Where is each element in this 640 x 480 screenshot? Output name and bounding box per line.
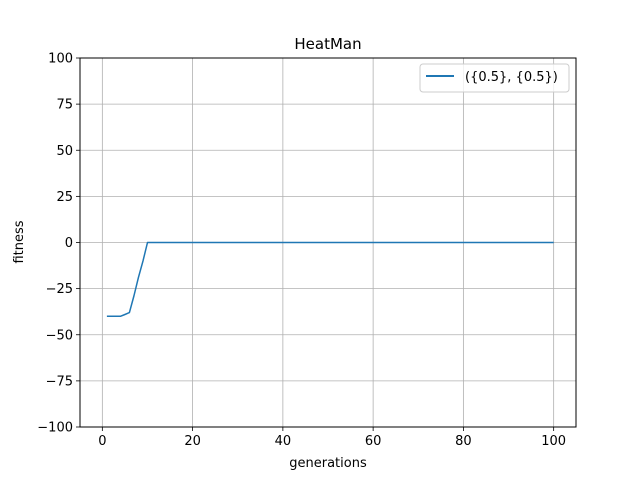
legend-box xyxy=(419,63,570,93)
x-tick-label: 100 xyxy=(541,434,566,449)
x-axis-ticks: 0 20 40 60 80 100 xyxy=(98,427,566,449)
x-tick-label: 20 xyxy=(184,434,201,449)
y-tick-label: 75 xyxy=(56,98,73,113)
x-tick-label: 60 xyxy=(365,434,382,449)
x-axis-label: generations xyxy=(289,456,367,471)
y-axis-ticks: −100 −75 −50 −25 0 25 50 75 100 xyxy=(37,52,80,436)
x-tick-label: 80 xyxy=(455,434,472,449)
y-tick-label: −75 xyxy=(46,374,73,389)
y-tick-label: 25 xyxy=(56,190,73,205)
y-tick-label: 50 xyxy=(56,144,73,159)
legend-entry: ({0.5}, {0.5}) xyxy=(465,70,558,85)
y-tick-label: 0 xyxy=(65,236,73,251)
y-axis-label: fitness xyxy=(12,220,27,263)
series-layer xyxy=(106,241,554,318)
y-tick-label: −100 xyxy=(37,421,73,436)
x-tick-label: 40 xyxy=(275,434,292,449)
y-tick-label: 100 xyxy=(48,52,73,67)
x-tick-label: 0 xyxy=(98,434,106,449)
series-line xyxy=(106,241,554,318)
chart-title: HeatMan xyxy=(294,35,361,53)
y-tick-label: −50 xyxy=(46,328,73,343)
y-tick-label: −25 xyxy=(46,282,73,297)
legend: ({0.5}, {0.5}) xyxy=(419,63,570,93)
